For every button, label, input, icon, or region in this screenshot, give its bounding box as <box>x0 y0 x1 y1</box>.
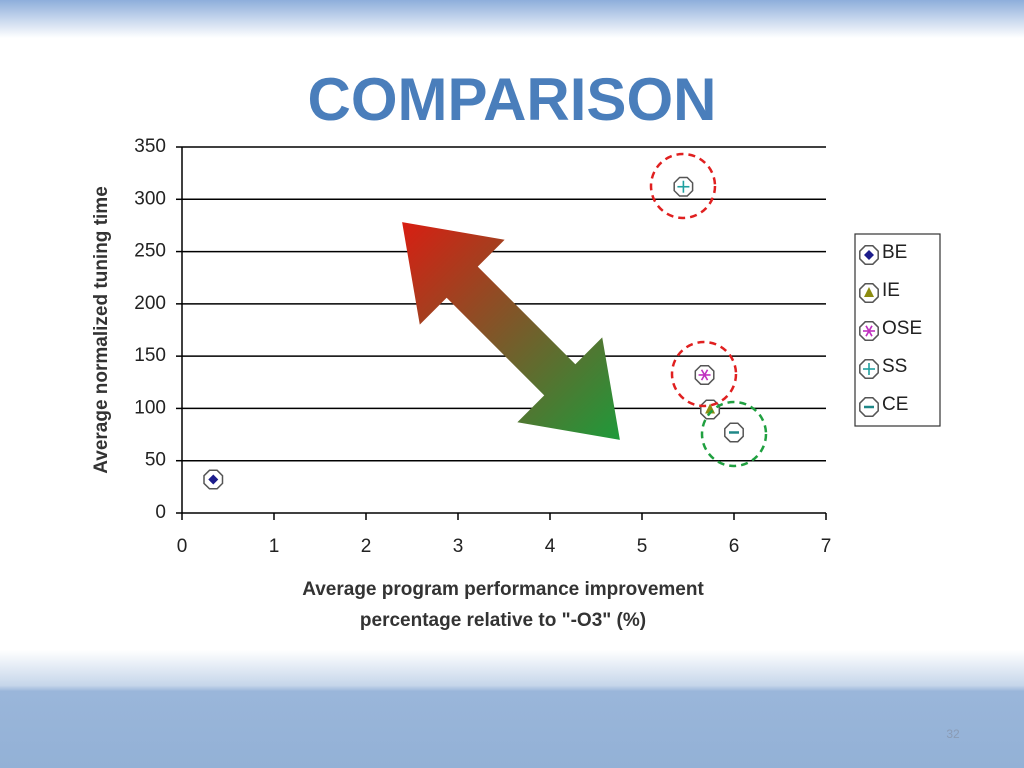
slide-title: COMPARISON <box>308 66 717 133</box>
legend-label: BE <box>882 242 907 263</box>
legend-marker <box>859 245 879 265</box>
legend-label: IE <box>882 280 900 301</box>
x-tick-label: 5 <box>637 536 648 557</box>
x-tick-label: 6 <box>729 536 740 557</box>
marker-symbol <box>864 250 874 260</box>
x-tick-label: 2 <box>361 536 372 557</box>
y-tick-label: 150 <box>134 345 166 366</box>
data-point <box>673 176 694 197</box>
x-axis-label: Average program performance improvement <box>302 579 704 600</box>
legend-marker <box>859 397 879 417</box>
y-axis-label: Average normalized tuning time <box>91 186 112 474</box>
x-tick-label: 1 <box>269 536 280 557</box>
y-tick-label: 200 <box>134 293 166 314</box>
marker-symbol <box>208 474 219 485</box>
legend-label: OSE <box>882 318 922 339</box>
x-tick-label: 0 <box>177 536 188 557</box>
highlight-circle <box>670 340 738 408</box>
legend-label: SS <box>882 356 907 377</box>
legend-label: CE <box>882 394 908 415</box>
legend-marker <box>859 359 879 379</box>
marker-symbol <box>865 325 873 337</box>
highlight-circle <box>700 400 768 468</box>
data-point <box>203 469 224 490</box>
x-axis-label: percentage relative to "-O3" (%) <box>360 610 646 631</box>
y-tick-label: 100 <box>134 397 166 418</box>
legend-marker <box>859 283 879 303</box>
marker-symbol <box>700 369 709 381</box>
y-tick-label: 250 <box>134 241 166 262</box>
data-point <box>724 422 744 443</box>
x-tick-label: 3 <box>453 536 464 557</box>
legend-marker <box>859 321 879 341</box>
top-band <box>0 0 1024 38</box>
x-tick-label: 7 <box>821 536 832 557</box>
data-point <box>694 364 715 385</box>
slide-number: 32 <box>946 727 960 741</box>
double-arrow <box>402 222 620 440</box>
bottom-band <box>0 650 1024 768</box>
y-tick-label: 350 <box>134 136 166 157</box>
y-tick-label: 300 <box>134 188 166 209</box>
highlight-circle <box>649 152 717 220</box>
x-tick-label: 4 <box>545 536 556 557</box>
chart: 0 50 100 150 200 250 300 350 0 1 2 3 4 5 6 7 Average pro… <box>91 136 941 631</box>
y-tick-label: 50 <box>145 450 166 471</box>
marker-symbol <box>864 287 874 297</box>
y-tick-label: 0 <box>155 502 166 523</box>
